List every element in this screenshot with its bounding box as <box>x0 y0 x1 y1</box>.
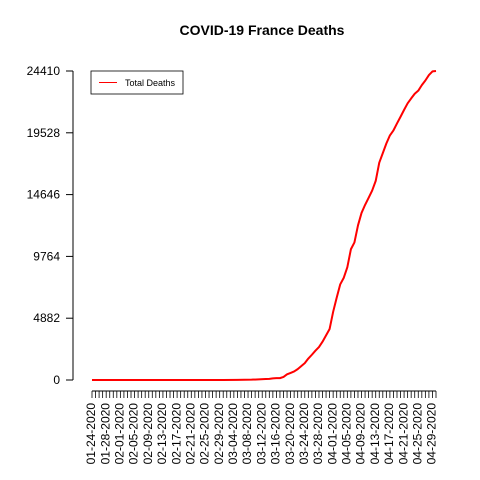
legend-box <box>90 70 184 95</box>
series-line-total-deaths <box>91 70 437 381</box>
x-tick-label: 04-21-2020 <box>396 403 410 465</box>
x-tick-label: 01-28-2020 <box>98 403 112 465</box>
x-tick-label: 01-24-2020 <box>84 403 98 465</box>
x-tick-label: 03-16-2020 <box>269 403 283 465</box>
x-tick-label: 04-25-2020 <box>410 403 424 465</box>
x-tick-label: 02-25-2020 <box>198 403 212 465</box>
x-tick-label: 03-12-2020 <box>254 403 268 465</box>
legend-label-total-deaths: Total Deaths <box>125 78 176 88</box>
y-tick-label: 24410 <box>27 64 61 78</box>
y-tick-label: 9764 <box>33 249 60 263</box>
chart-title: COVID-19 France Deaths <box>180 22 345 38</box>
y-axis: 0 4882 9764 14646 19528 24410 <box>27 64 74 387</box>
x-tick-label: 03-08-2020 <box>240 403 254 465</box>
x-tick-label: 04-01-2020 <box>325 403 339 465</box>
x-tick-label: 04-09-2020 <box>354 403 368 465</box>
y-tick-label: 19528 <box>27 126 61 140</box>
x-tick-label: 02-05-2020 <box>127 403 141 465</box>
x-tick-label: 03-28-2020 <box>311 403 325 465</box>
x-tick-label: 04-17-2020 <box>382 403 396 465</box>
x-tick-label: 04-29-2020 <box>425 403 439 465</box>
x-tick-label: 04-13-2020 <box>368 403 382 465</box>
x-tick-label: 03-24-2020 <box>297 403 311 465</box>
x-tick-label: 04-05-2020 <box>340 403 354 465</box>
x-tick-label: 03-04-2020 <box>226 403 240 465</box>
x-tick-label: 02-29-2020 <box>212 403 226 465</box>
x-tick-label: 02-09-2020 <box>141 403 155 465</box>
y-tick-label: 4882 <box>33 311 60 325</box>
series-layer <box>91 70 437 381</box>
x-tick-label: 02-17-2020 <box>169 403 183 465</box>
x-tick-label: 02-01-2020 <box>113 403 127 465</box>
y-tick-label: 0 <box>53 373 60 387</box>
y-tick-label: 14646 <box>27 188 61 202</box>
legend: Total Deaths <box>90 70 184 95</box>
x-tick-label: 03-20-2020 <box>283 403 297 465</box>
x-tick-label: 02-21-2020 <box>183 403 197 465</box>
x-axis: 01-24-2020 01-28-2020 02-01-2020 02-05-2020… <box>84 390 439 465</box>
x-tick-label: 02-13-2020 <box>155 403 169 465</box>
